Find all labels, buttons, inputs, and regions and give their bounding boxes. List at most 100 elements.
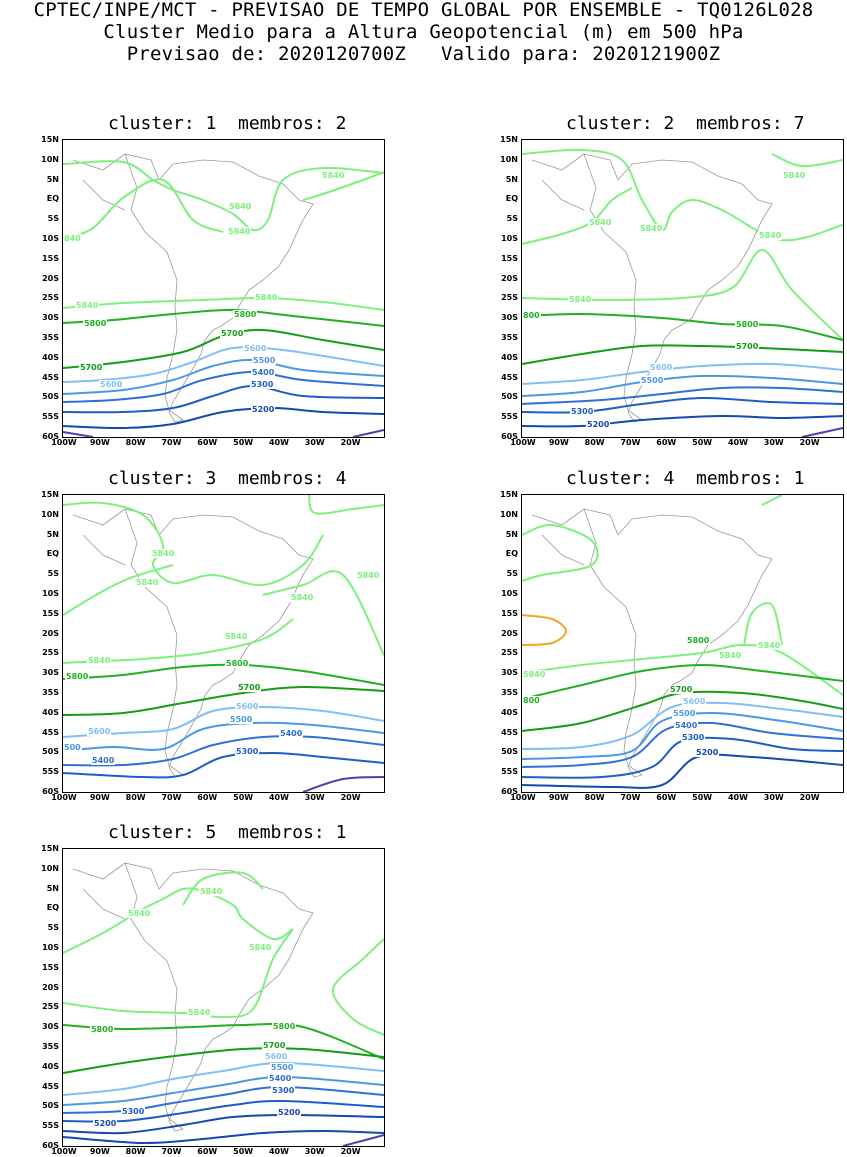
contour-label: 5840 [254,293,279,302]
contour-5840 [63,160,384,232]
coastline [541,179,585,211]
panel-title: cluster: 1 membros: 2 [108,113,347,134]
latitude-tick-label: 10S [42,234,59,243]
panel-title: cluster: 3 membros: 4 [108,468,347,489]
contour-label: 5500 [672,709,697,718]
longitude-tick-label: 20W [340,1147,361,1156]
contour-label: 5600 [264,1052,289,1061]
contour-label: 5700 [262,1041,287,1050]
contour-5300 [63,751,384,779]
contour-label: 5840 [588,218,613,227]
latitude-tick-label: 45S [42,727,59,737]
latitude-tick-label: 5N [505,529,518,539]
contour-label: 5700 [79,363,104,372]
latitude-tick-label: 20S [42,982,59,992]
coastline [82,179,126,211]
longitude-tick-label: 30W [304,793,325,802]
contour-label: 5200 [695,748,720,757]
contour-5500 [522,374,843,397]
contour-label: 5840 [199,887,224,896]
longitude-tick-label: 50W [692,793,713,802]
panel-title: cluster: 5 membros: 1 [108,822,347,843]
contour-5500 [63,1075,384,1106]
map-canvas [63,153,384,437]
contour-label: 500 [63,743,82,752]
contour-label: 5840 [568,295,593,304]
longitude-tick-label: 30W [304,438,325,447]
latitude-tick-label: 35S [42,1042,59,1051]
latitude-tick-label: 25S [42,293,59,303]
longitude-tick-label: 70W [620,793,641,802]
contour-label: 5840 [758,231,783,240]
contour-5840 [522,523,599,582]
longitude-tick-label: 90W [89,793,110,802]
contour-label: 5300 [250,380,275,389]
latitude-tick-label: 5S [506,214,518,224]
contour-label: 840 [63,234,82,243]
contour-5200 [63,406,384,430]
latitude-tick-label: EQ [505,549,518,559]
contour-5400 [63,370,384,403]
contour-5800 [63,663,384,686]
coastline [82,534,126,566]
contour-label: 5300 [681,733,706,742]
latitude-tick-label: 30S [42,1022,59,1032]
latitude-tick-label: 40S [501,352,518,362]
contour-label: 5300 [121,1107,146,1116]
latitude-tick-label: 15S [501,253,518,263]
contour-label: 5800 [735,320,760,329]
contour-5840 [743,602,783,646]
contour-label: 5200 [586,420,611,429]
contour-label: 5840 [224,632,249,641]
latitude-tick-label: 40S [42,352,59,362]
contour-label: 5840 [757,641,782,650]
contour-label: 5840 [228,202,253,211]
contour-label: 5840 [356,571,381,580]
longitude-tick-label: 20W [340,438,361,447]
latitude-tick-label: 55S [42,412,59,422]
contour-5500 [522,711,843,760]
contour-label: 5200 [251,405,276,414]
longitude-tick-label: 90W [89,438,110,447]
contour-label: 5400 [279,729,304,738]
contour-5840 [522,148,843,242]
contour-5200 [63,1113,384,1135]
latitude-tick-label: 5S [506,569,518,579]
contour-label: 5800 [90,1025,115,1034]
latitude-tick-label: 50S [501,747,518,757]
contour-5840 [522,248,843,341]
latitude-tick-label: 15N [41,135,59,144]
contour-low [342,1134,384,1146]
longitude-tick-label: 100W [510,438,536,447]
longitude-tick-label: 100W [51,793,77,802]
contour-5700 [63,685,384,716]
contour-label: 5600 [235,702,260,711]
latitude-tick-label: 60S [501,787,518,796]
latitude-tick-label: 60S [501,432,518,441]
latitude-tick-label: 15S [42,253,59,263]
contour-label: 5840 [321,171,346,180]
latitude-tick-label: 25S [501,293,518,303]
latitude-tick-label: 5S [47,569,59,579]
latitude-tick-label: 60S [42,1141,59,1150]
latitude-tick-label: 55S [501,767,518,777]
contour-label: 5500 [640,376,665,385]
contour-label: 5500 [229,715,254,724]
contour-label: 5840 [187,1008,212,1017]
contour-5200 [63,1129,384,1145]
latitude-tick-label: 45S [501,372,518,382]
longitude-tick-label: 70W [161,438,182,447]
contour-5300 [63,1099,384,1123]
latitude-tick-label: 10N [41,154,59,164]
map-canvas [522,148,843,437]
contour-5840 [63,928,294,1019]
latitude-tick-label: 35S [501,333,518,342]
latitude-tick-label: 5N [46,174,59,184]
longitude-tick-label: 50W [692,438,713,447]
contour-5300 [63,384,384,414]
map-canvas [63,862,384,1146]
contour-label: 5800 [272,1022,297,1031]
contour-label: 5840 [248,943,273,952]
latitude-tick-label: 15N [41,844,59,853]
latitude-tick-label: 5N [46,883,59,893]
